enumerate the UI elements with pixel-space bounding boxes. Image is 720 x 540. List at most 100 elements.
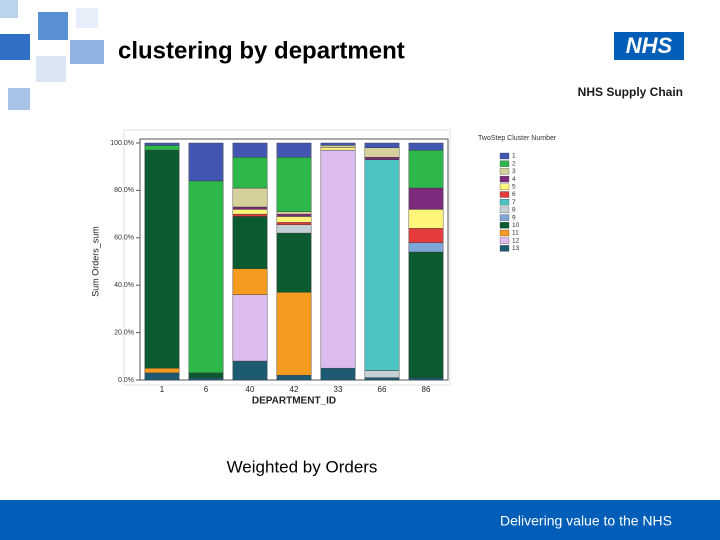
legend-swatch (499, 175, 510, 183)
decoration (0, 0, 104, 110)
caption: Weighted by Orders (227, 457, 378, 476)
footer-bar (0, 500, 720, 540)
bar-segment (144, 367, 180, 374)
bar-segment (320, 149, 356, 369)
bar-segment (364, 377, 400, 381)
slide-title: clustering by department (118, 37, 405, 64)
x-tick-label: 40 (246, 385, 255, 394)
bar-segment (408, 251, 444, 378)
legend-label: 11 (512, 230, 519, 237)
y-tick-label: 100.0% (110, 140, 134, 147)
bar-segment (408, 209, 444, 229)
bar-segment (276, 375, 312, 381)
y-axis-label: Sum Orders_sum (90, 226, 100, 297)
legend-swatch (499, 245, 510, 252)
legend-label: 13 (512, 245, 520, 252)
legend-label: 12 (512, 237, 520, 244)
bar-segment (232, 157, 268, 189)
legend-swatch (499, 237, 510, 244)
x-axis-label: DEPARTMENT_ID (252, 396, 336, 407)
bar-segment (144, 142, 180, 146)
footer: Delivering value to the NHS (500, 513, 672, 529)
bar-segment (276, 216, 312, 223)
bar-segment (232, 142, 268, 158)
bar-segment (276, 142, 312, 158)
bar-segment (320, 147, 356, 151)
legend-label: 2 (512, 160, 516, 167)
bar-segment (320, 145, 356, 148)
bar-segment (232, 268, 268, 295)
bar-segment (276, 222, 312, 225)
bar-segment (232, 360, 268, 381)
x-tick-label: 66 (378, 385, 387, 394)
bar-segment (276, 211, 312, 215)
logo: NHS (626, 33, 673, 58)
legend-label: 4 (512, 176, 516, 183)
x-tick-label: 1 (160, 385, 165, 394)
bar-segment (144, 145, 180, 151)
bar-segment (188, 372, 224, 378)
legend-title: TwoStep Cluster Number (478, 135, 557, 142)
legend-label: 1 (512, 153, 516, 160)
bar-segment (276, 224, 312, 234)
legend-swatch (499, 191, 510, 198)
bar-segment (364, 157, 400, 160)
bar-segment (144, 372, 180, 381)
bar-segment (188, 377, 224, 381)
x-tick-label: 33 (334, 385, 343, 394)
bar-segment (232, 216, 268, 269)
bar-segment (408, 242, 444, 253)
y-tick-label: 40.0% (114, 282, 134, 289)
bar-segment (364, 370, 400, 378)
x-tick-label: 42 (290, 385, 299, 394)
logo-box (614, 32, 684, 60)
legend-swatch (499, 183, 510, 190)
legend-label: 10 (512, 222, 520, 229)
legend-label: 5 (512, 184, 516, 191)
bar-segment (320, 367, 356, 381)
bar-segment (364, 147, 400, 158)
legend-label: 6 (512, 191, 516, 198)
y-tick-label: 0.0% (118, 377, 134, 384)
bar-segment (232, 209, 268, 215)
bar-segment (364, 142, 400, 148)
legend-label: 7 (512, 199, 516, 206)
bar-segment (188, 180, 224, 374)
chart: 0.0% 20.0% 40.0% 60.0% 80.0% 100.0% Sum Orders… (90, 135, 556, 407)
bar-segment (276, 232, 312, 293)
legend-swatch (499, 199, 510, 206)
bar-segment (232, 187, 268, 208)
legend-swatch (499, 214, 510, 221)
legend-swatch (499, 229, 510, 237)
bar-segment (276, 157, 312, 212)
bar-segment (408, 142, 444, 151)
legend-swatch (499, 152, 510, 160)
bar-segment (232, 213, 268, 217)
y-tick-label: 60.0% (114, 235, 134, 242)
bar-segment (408, 149, 444, 189)
bar-segment (188, 142, 224, 182)
bar-segment (364, 159, 400, 371)
logo-subtitle: NHS Supply Chain (578, 85, 683, 99)
bar-segment (408, 377, 444, 381)
bar-segment (320, 142, 356, 146)
x-tick-label: 6 (204, 385, 209, 394)
bar-segment (408, 228, 444, 243)
bar-segment (144, 149, 180, 369)
legend-label: 9 (512, 214, 516, 221)
legend-label: 3 (512, 168, 516, 175)
y-tick-label: 80.0% (114, 187, 134, 194)
y-tick-label: 20.0% (114, 329, 134, 336)
bar-segment (408, 187, 444, 210)
bar-segment (232, 294, 268, 362)
bar-segment (276, 292, 312, 376)
legend-swatch (499, 168, 510, 175)
bar-segment (232, 206, 268, 210)
bar-segment (276, 213, 312, 217)
legend-label: 8 (512, 207, 516, 214)
legend-swatch (499, 206, 510, 214)
x-tick-label: 86 (422, 385, 431, 394)
legend-swatch (499, 222, 510, 229)
legend-swatch (499, 160, 510, 167)
